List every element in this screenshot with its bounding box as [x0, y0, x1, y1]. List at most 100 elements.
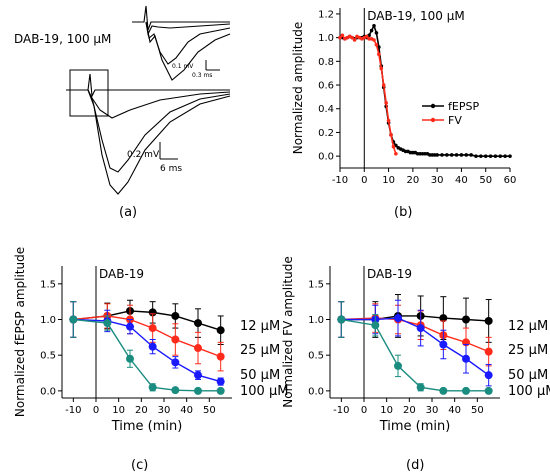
panel-a: DAB-19, 100 µM 0.1 mV 0.3 ms 0.2 mV 6 ms — [14, 5, 231, 195]
inset-traces — [132, 5, 231, 81]
legend-label: FV — [448, 114, 462, 127]
series-end-label: 50 µM — [508, 368, 548, 383]
x-tick-label: 50 — [203, 405, 216, 416]
x-tick-label: 10 — [380, 405, 393, 416]
x-axis-label: Time (min) — [111, 419, 183, 434]
inset-scale-v-label: 0.1 mV — [172, 63, 194, 70]
data-point — [439, 340, 448, 349]
inset-trace-3 — [145, 21, 231, 65]
data-point — [508, 154, 512, 158]
data-point — [384, 101, 388, 105]
x-tick-label: 0 — [361, 405, 367, 416]
data-point — [394, 361, 402, 370]
y-tick-label: 1.0 — [40, 315, 56, 326]
data-point — [459, 153, 464, 157]
y-tick-label: 1.2 — [318, 9, 334, 20]
x-tick-label: 30 — [426, 405, 439, 416]
data-point — [352, 38, 357, 42]
data-point — [350, 35, 354, 40]
x-tick-label: 60 — [504, 175, 517, 186]
x-tick-label: 30 — [431, 175, 444, 186]
data-point — [216, 386, 225, 395]
y-tick-label: 0.5 — [308, 351, 324, 362]
data-point — [194, 344, 202, 353]
series-end-label: 25 µM — [240, 343, 280, 358]
data-point — [435, 153, 439, 157]
data-point — [148, 383, 157, 392]
main-scale-t-label: 6 ms — [160, 164, 182, 174]
data-point — [484, 371, 493, 380]
y-tick-label: 0.0 — [308, 386, 324, 397]
data-point — [374, 42, 379, 47]
inset-scale-t-label: 0.3 ms — [192, 72, 212, 79]
data-point — [439, 314, 448, 323]
series-line — [341, 317, 490, 376]
x-tick-label: -10 — [333, 405, 349, 416]
data-point — [454, 153, 459, 157]
x-tick-label: -10 — [65, 405, 81, 416]
x-tick-label: 10 — [112, 405, 125, 416]
data-point — [126, 322, 134, 331]
data-point — [445, 153, 449, 157]
y-tick-label: 0.0 — [318, 152, 334, 163]
data-point — [69, 315, 78, 324]
drug-annotation: DAB-19, 100 µM — [367, 9, 464, 23]
y-tick-label: 1.5 — [308, 279, 324, 290]
data-point — [484, 347, 493, 356]
data-point — [194, 319, 202, 328]
data-point — [379, 66, 384, 71]
x-tick-label: 40 — [180, 405, 193, 416]
data-point — [394, 314, 402, 323]
x-tick-label: -10 — [332, 175, 348, 186]
main-trace-1 — [66, 73, 230, 98]
x-axis-label: Time (min) — [379, 419, 451, 434]
data-point — [469, 153, 473, 157]
data-point — [126, 354, 134, 363]
data-point — [484, 386, 493, 395]
data-point — [479, 154, 483, 158]
data-point — [216, 326, 225, 335]
data-point — [503, 154, 507, 158]
y-tick-label: 0.6 — [318, 81, 334, 92]
series-end-label: 100 µM — [240, 384, 288, 399]
zoom-box — [69, 69, 109, 117]
y-tick-label: 0.2 — [318, 128, 334, 139]
data-point — [381, 83, 386, 87]
chart-b: -10 0 10 20 30 40 50 60 0.0 0.2 0.4 0.6 0.8 1.0 1.2 DAB… — [291, 8, 516, 186]
panel-label-d: (d) — [406, 458, 424, 473]
data-point — [386, 118, 391, 123]
x-tick-label: 0 — [361, 175, 367, 186]
data-point — [371, 321, 380, 330]
y-tick-label: 0.5 — [40, 351, 56, 362]
x-tick-label: 10 — [382, 175, 395, 186]
series-line — [73, 318, 221, 392]
data-point — [148, 324, 157, 333]
y-tick-label: 1.0 — [318, 33, 334, 44]
y-axis-label: Normalized fEPSP amplitude — [13, 247, 27, 417]
series-end-label: 12 µM — [240, 319, 280, 334]
chart-c: -10 0 10 20 30 40 50 0.0 0.5 1.0 1.5 DAB-19 Time (mi… — [13, 247, 288, 434]
data-point — [389, 133, 393, 137]
x-tick-label: 20 — [403, 405, 416, 416]
x-tick-label: 50 — [471, 405, 484, 416]
main-traces — [66, 73, 231, 195]
data-point — [148, 308, 157, 317]
data-point — [372, 38, 376, 42]
trace-drug-label: DAB-19, 100 µM — [14, 32, 111, 46]
data-point — [462, 354, 470, 363]
x-tick-label: 0 — [93, 405, 99, 416]
data-point — [493, 154, 498, 158]
x-tick-label: 40 — [455, 175, 468, 186]
x-tick-label: 20 — [406, 175, 419, 186]
main-trace-3 — [87, 89, 231, 173]
data-point — [377, 52, 381, 57]
series-end-label: 100 µM — [508, 384, 550, 399]
series-end-label: 25 µM — [508, 343, 548, 358]
x-tick-label: 30 — [158, 405, 171, 416]
data-point — [464, 153, 469, 157]
data-point — [216, 377, 225, 386]
panel-label-b: (b) — [394, 205, 412, 220]
data-point — [148, 342, 157, 351]
